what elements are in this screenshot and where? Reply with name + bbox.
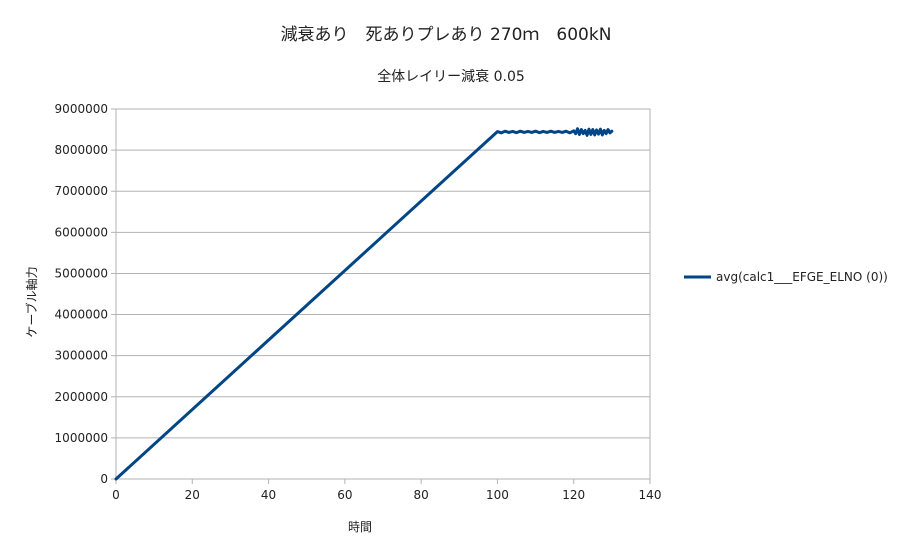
series-layer xyxy=(114,127,614,481)
x-tick-label: 40 xyxy=(261,488,276,502)
x-tick-label: 20 xyxy=(185,488,200,502)
x-tick-label: 100 xyxy=(486,488,509,502)
y-axis-ticks: 0 1000000 2000000 3000000 4000000 5000000 6000… xyxy=(55,102,116,486)
y-tick-label: 2000000 xyxy=(55,390,108,404)
x-axis-ticks: 0 20 40 60 80 100 120 140 xyxy=(112,479,661,502)
y-tick-label: 6000000 xyxy=(55,225,108,239)
y-tick-label: 0 xyxy=(100,472,108,486)
x-tick-label: 140 xyxy=(639,488,662,502)
chart-title: 減衰あり 死ありプレあり 270ｍ 600kN xyxy=(281,25,612,45)
y-tick-label: 7000000 xyxy=(55,184,108,198)
y-axis-label: ケーブル軸力 xyxy=(24,266,39,337)
y-tick-label: 8000000 xyxy=(55,143,108,157)
legend-label: avg(calc1___EFGE_ELNO (0)) xyxy=(716,270,888,284)
grid-lines xyxy=(116,108,650,480)
y-tick-label: 9000000 xyxy=(55,102,108,116)
x-tick-label: 80 xyxy=(414,488,429,502)
x-axis-label: 時間 xyxy=(348,520,372,534)
x-tick-label: 120 xyxy=(562,488,585,502)
chart-subtitle: 全体レイリー減衰 0.05 xyxy=(377,68,525,85)
x-tick-label: 0 xyxy=(112,488,120,502)
plot-area xyxy=(115,108,651,480)
legend: avg(calc1___EFGE_ELNO (0)) xyxy=(684,270,888,284)
y-tick-label: 4000000 xyxy=(55,308,108,322)
x-tick-label: 60 xyxy=(337,488,352,502)
y-tick-label: 1000000 xyxy=(55,431,108,445)
y-tick-label: 3000000 xyxy=(55,349,108,363)
series-line-0 xyxy=(114,127,614,481)
y-tick-label: 5000000 xyxy=(55,266,108,280)
